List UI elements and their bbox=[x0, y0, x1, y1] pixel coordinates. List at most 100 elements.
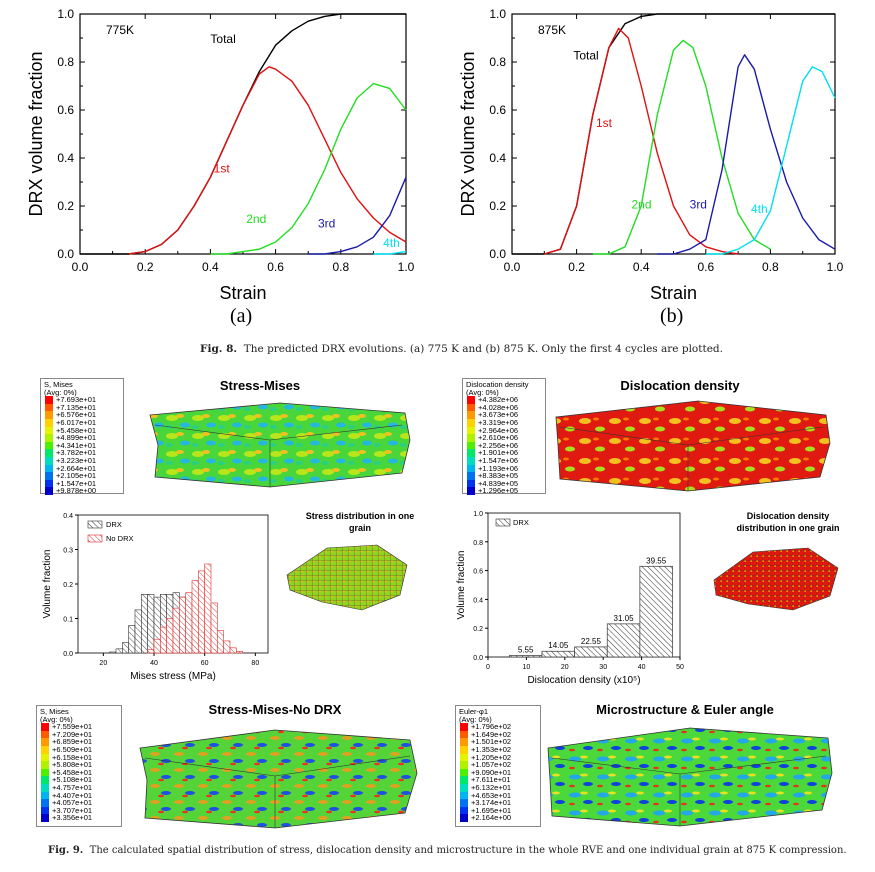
legend-swatch bbox=[460, 761, 468, 769]
legend-swatch bbox=[45, 411, 53, 419]
legend-swatch bbox=[45, 396, 53, 404]
rve-stress-mises bbox=[149, 402, 411, 488]
x-tick-label: 30 bbox=[599, 664, 607, 671]
y-tick-label: 0.2 bbox=[489, 199, 506, 213]
bar-No DRX bbox=[166, 618, 174, 654]
fig8-caption-text: The predicted DRX evolutions. (a) 775 K … bbox=[243, 343, 723, 355]
fig8-caption: Fig. 8. The predicted DRX evolutions. (a… bbox=[200, 343, 723, 355]
legend-row: +6.859e+01 bbox=[37, 738, 121, 746]
legend-value: +2.610e+06 bbox=[478, 433, 519, 443]
series-label-2nd: 2nd bbox=[632, 197, 652, 211]
legend-swatch bbox=[45, 403, 53, 412]
legend-title: Euler-φ1 bbox=[459, 707, 489, 716]
x-tick-label: 80 bbox=[251, 660, 259, 667]
series-line-4th bbox=[373, 250, 407, 255]
y-tick-label: 0.3 bbox=[63, 548, 73, 555]
legend-value: +4.839e+05 bbox=[478, 478, 519, 488]
legend-row: +6.132e+01 bbox=[456, 784, 540, 792]
series-label-Total: Total bbox=[210, 32, 235, 46]
x-axis-label: Strain bbox=[219, 283, 266, 303]
x-tick-label: 0.4 bbox=[633, 260, 650, 274]
legend-row: +2.256e+06 bbox=[463, 442, 545, 450]
drx-chart-b: 0.0 0.2 0.4 0.6 0.8 1.0 0.0 0.2 0.4 0.6 0.8 1.0 Stra… bbox=[458, 7, 844, 303]
legend-swatch bbox=[41, 723, 49, 731]
legend-swatch bbox=[41, 814, 49, 822]
legend-row: +1.193e+06 bbox=[463, 464, 545, 473]
bar-No DRX bbox=[160, 626, 167, 654]
legend-row: +6.017e+01 bbox=[41, 419, 123, 427]
legend-row: +3.319e+06 bbox=[463, 419, 545, 427]
legend-swatch bbox=[41, 738, 49, 746]
bar-No DRX bbox=[198, 570, 205, 654]
bar-data-label: 5.55 bbox=[518, 646, 534, 655]
y-tick-label: 0.0 bbox=[63, 651, 73, 658]
legend-value: +4.028e+06 bbox=[478, 402, 519, 412]
legend-avg: (Avg: 0%) bbox=[466, 387, 499, 397]
title-dislocation-density: Dislocation density bbox=[620, 378, 740, 393]
y-tick-label: 0.1 bbox=[63, 617, 73, 624]
x-tick-label: 20 bbox=[99, 660, 107, 667]
legend-swatch bbox=[460, 753, 468, 762]
legend-value: +1.695e+01 bbox=[471, 805, 512, 815]
bar-No DRX bbox=[153, 638, 161, 654]
legend-row: +3.174e+01 bbox=[456, 799, 540, 807]
y-tick-label: 0.8 bbox=[473, 540, 483, 547]
legend-swatch bbox=[460, 730, 468, 739]
legend-swatch bbox=[460, 738, 468, 746]
legend-row: +5.458e+01 bbox=[41, 426, 123, 435]
legend-title: S, Mises bbox=[44, 380, 73, 389]
legend-title: Dislocation density bbox=[466, 380, 529, 389]
legend-swatch bbox=[460, 776, 468, 784]
legend-value: +3.319e+06 bbox=[478, 417, 519, 427]
x-tick-label: 0.4 bbox=[202, 260, 219, 274]
legend-swatch bbox=[41, 783, 49, 792]
legend-row: +1.649e+02 bbox=[456, 731, 540, 739]
legend-label-NoDRX: No DRX bbox=[106, 534, 134, 543]
mises-stress-histogram: 20 40 60 80 0.0 0.1 0.2 0.3 0.4 DRX No DRX Mises st… bbox=[42, 513, 269, 682]
bar-DRX bbox=[122, 642, 129, 654]
x-tick-label: 0.0 bbox=[72, 260, 89, 274]
title-microstructure: Microstructure & Euler angle bbox=[596, 702, 774, 717]
legend-swatch bbox=[467, 449, 475, 457]
legend-row: +5.808e+01 bbox=[37, 761, 121, 769]
legend-row: +7.611e+01 bbox=[456, 776, 540, 784]
legend-swatch bbox=[467, 396, 475, 404]
bar-data-label: 39.55 bbox=[646, 556, 667, 565]
legend-swatch bbox=[467, 464, 475, 473]
legend-row: +4.407e+01 bbox=[37, 791, 121, 800]
legend-label-DRX: DRX bbox=[106, 520, 122, 529]
bar-No DRX bbox=[236, 650, 243, 654]
y-tick-label: 0.4 bbox=[57, 151, 74, 165]
legend-value: +1.296e+05 bbox=[478, 486, 519, 496]
legend-swatch bbox=[41, 776, 49, 784]
legend-value: +1.547e+01 bbox=[56, 478, 97, 488]
legend-swatch bbox=[41, 806, 49, 815]
x-tick-label: 0.0 bbox=[504, 260, 521, 274]
y-tick-label: 0.2 bbox=[57, 199, 74, 213]
legend-row: +3.673e+06 bbox=[463, 411, 545, 419]
legend-value: +6.158e+01 bbox=[52, 752, 93, 762]
legend-value: +2.664e+01 bbox=[56, 463, 97, 473]
x-tick-label: 0.8 bbox=[762, 260, 779, 274]
grain-stress-render bbox=[286, 544, 408, 611]
legend-swatch bbox=[467, 418, 475, 427]
legend-value: +6.576e+01 bbox=[56, 410, 97, 420]
legend-value: +1.796e+02 bbox=[471, 722, 512, 732]
title-stress-grain: Stress distribution in one grain bbox=[290, 510, 430, 534]
legend-value: +1.205e+02 bbox=[471, 752, 512, 762]
y-tick-label: 0.4 bbox=[489, 151, 506, 165]
bar-DRX bbox=[147, 594, 155, 654]
legend-row: +2.664e+01 bbox=[41, 463, 123, 473]
legend-swatch bbox=[41, 791, 49, 800]
legend-value: +1.649e+02 bbox=[471, 729, 512, 739]
legend-row: +2.964e+06 bbox=[463, 426, 545, 435]
legend-swatch-DRX bbox=[87, 520, 103, 529]
legend-swatch bbox=[460, 783, 468, 792]
drx-chart-a: 0.0 0.2 0.4 0.6 0.8 1.0 0.0 0.2 0.4 0.6 0.8 1.0 Stra… bbox=[26, 7, 415, 303]
legend-value: +9.090e+01 bbox=[471, 767, 512, 777]
x-tick-label: 50 bbox=[676, 664, 684, 671]
legend-swatch bbox=[45, 426, 53, 435]
legend-swatch bbox=[45, 434, 53, 442]
x-tick-label: 0.8 bbox=[332, 260, 349, 274]
legend-value: +1.547e+06 bbox=[478, 455, 519, 465]
